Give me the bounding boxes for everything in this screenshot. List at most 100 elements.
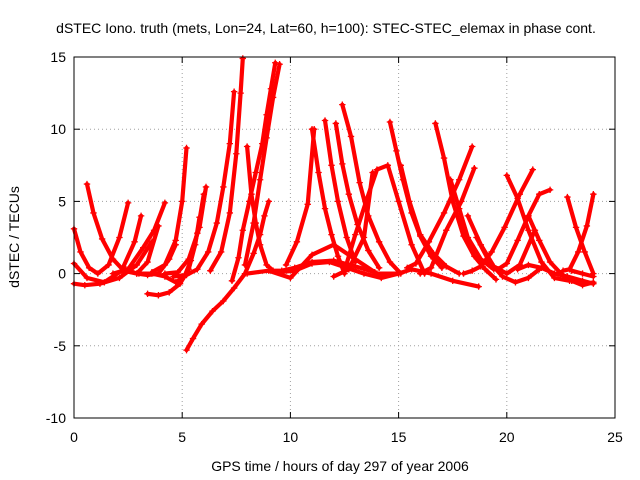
data-point xyxy=(109,255,117,263)
data-point xyxy=(579,270,586,277)
data-point xyxy=(328,231,335,238)
data-point xyxy=(189,335,197,342)
data-point xyxy=(304,201,311,208)
data-point xyxy=(525,227,532,234)
data-point xyxy=(512,279,519,286)
series-line xyxy=(242,62,282,267)
data-point xyxy=(282,261,290,269)
data-point xyxy=(455,176,463,183)
data-point xyxy=(98,235,106,243)
data-point xyxy=(326,258,333,266)
data-point xyxy=(256,241,264,248)
data-point xyxy=(263,261,270,269)
data-point xyxy=(488,248,495,256)
data-point xyxy=(161,261,169,269)
y-tick-label: 15 xyxy=(50,49,66,65)
data-point xyxy=(369,169,376,176)
y-tick-labels: -10 -5 0 5 10 15 xyxy=(46,49,66,426)
data-point xyxy=(486,258,493,266)
series-line xyxy=(149,145,189,275)
data-point xyxy=(404,264,411,272)
data-point xyxy=(529,166,536,173)
data-series xyxy=(525,212,597,289)
data-point xyxy=(449,277,456,285)
data-point xyxy=(196,224,203,231)
x-axis-title: GPS time / hours of day 297 of year 2006 xyxy=(211,458,469,474)
data-point xyxy=(220,183,227,191)
data-point xyxy=(356,179,363,186)
data-point xyxy=(427,264,435,272)
data-point xyxy=(250,250,257,257)
data-series xyxy=(564,193,597,277)
series-layer xyxy=(70,55,597,354)
data-point xyxy=(568,267,575,274)
data-point xyxy=(330,273,337,280)
data-point xyxy=(503,260,510,267)
data-series xyxy=(404,143,476,272)
data-series xyxy=(109,199,169,277)
data-point xyxy=(308,260,316,267)
y-tick-label: 5 xyxy=(58,193,66,209)
data-point xyxy=(386,258,394,266)
data-point xyxy=(455,205,463,212)
data-point xyxy=(321,205,329,212)
data-point xyxy=(144,290,151,298)
chart-title: dSTEC Iono. truth (mets, Lon=24, Lat=60,… xyxy=(56,20,596,36)
x-tick-label: 20 xyxy=(499,429,515,445)
data-point xyxy=(90,209,97,217)
data-point xyxy=(412,260,420,267)
data-point xyxy=(226,209,234,217)
data-point xyxy=(198,320,205,328)
data-point xyxy=(272,59,279,66)
data-point xyxy=(265,267,272,274)
series-line xyxy=(245,144,377,275)
data-point xyxy=(135,270,143,277)
data-point xyxy=(308,126,316,133)
data-point xyxy=(443,227,450,234)
y-tick-label: 10 xyxy=(50,121,66,137)
series-line xyxy=(84,182,161,276)
data-point xyxy=(590,190,597,198)
data-point xyxy=(334,253,342,260)
data-point xyxy=(477,263,485,270)
data-point xyxy=(131,238,138,246)
data-point xyxy=(239,55,246,62)
data-point xyxy=(83,274,91,282)
data-point xyxy=(137,212,145,220)
data-series xyxy=(460,166,536,277)
series-line xyxy=(405,144,475,270)
data-point xyxy=(228,277,236,285)
data-point xyxy=(265,198,272,205)
data-point xyxy=(525,261,532,269)
data-series xyxy=(343,162,428,277)
data-point xyxy=(546,258,554,266)
data-series xyxy=(417,164,478,277)
y-tick-label: 0 xyxy=(58,266,66,282)
data-point xyxy=(213,219,221,227)
data-point xyxy=(464,212,472,220)
data-point xyxy=(172,279,179,286)
data-point xyxy=(243,270,251,277)
data-point xyxy=(525,274,532,282)
data-point xyxy=(252,169,259,176)
data-point xyxy=(183,346,190,354)
data-point xyxy=(96,280,104,287)
series-line xyxy=(171,89,237,279)
data-point xyxy=(352,231,359,238)
data-point xyxy=(256,176,264,183)
series-line xyxy=(565,195,596,276)
series-line xyxy=(309,127,347,276)
data-point xyxy=(468,267,476,274)
x-tick-labels: 0 5 10 15 20 25 xyxy=(70,429,623,445)
data-point xyxy=(150,227,158,234)
data-point xyxy=(170,273,177,280)
data-point xyxy=(579,281,586,289)
data-point xyxy=(233,150,240,157)
data-point xyxy=(475,283,482,290)
x-tick-label: 0 xyxy=(70,429,78,445)
data-point xyxy=(503,172,510,179)
data-point xyxy=(360,234,368,241)
data-point xyxy=(373,270,381,277)
data-point xyxy=(166,289,173,296)
data-point xyxy=(559,267,567,274)
